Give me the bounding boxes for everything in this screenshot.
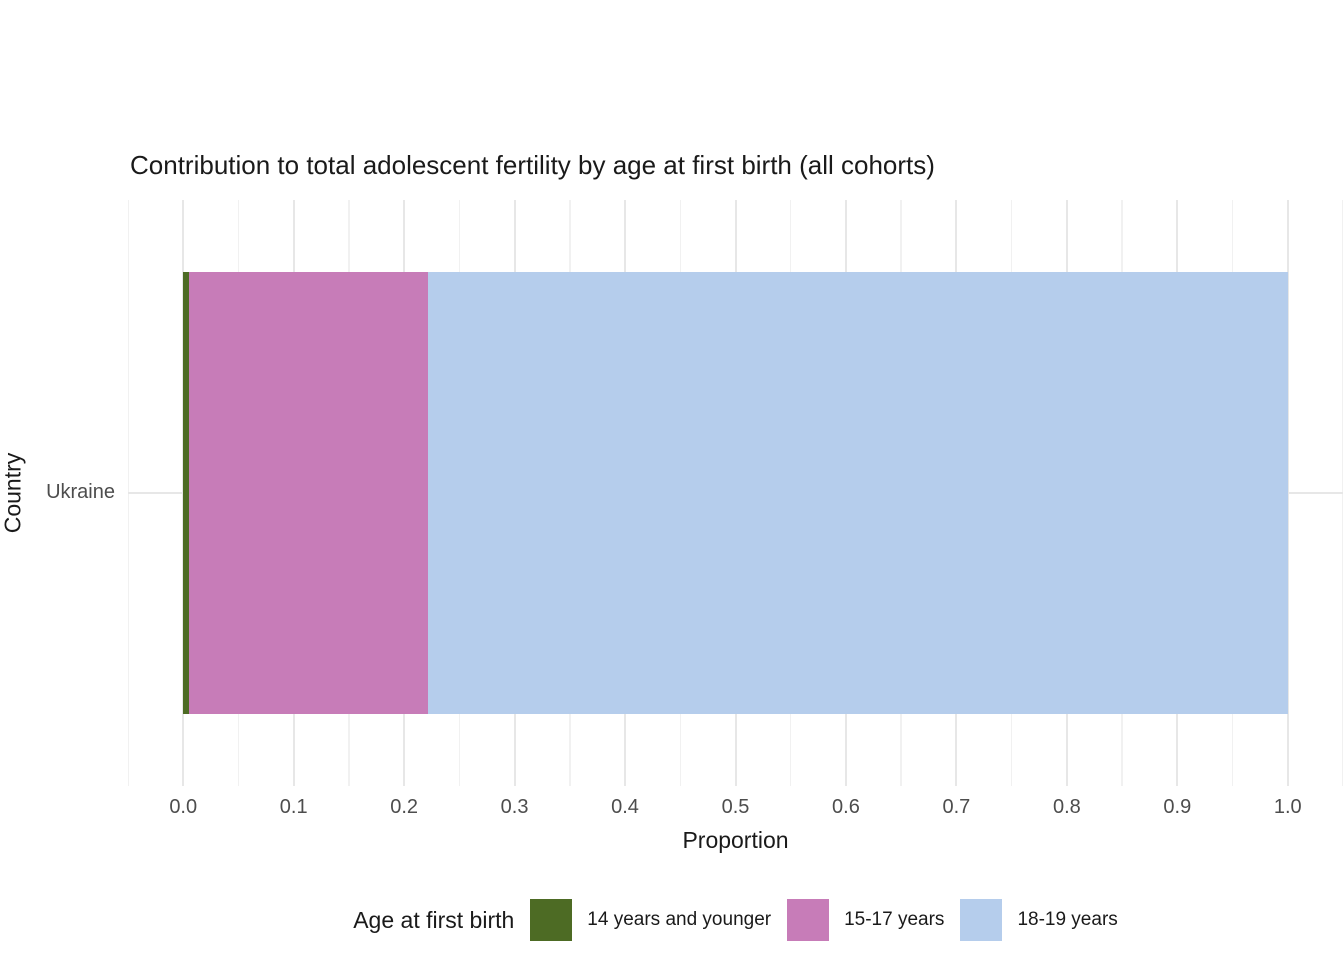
x-axis-title: Proportion	[682, 827, 789, 853]
legend-item-2: 15-17 years	[787, 899, 944, 941]
legend-item-3: 18-19 years	[960, 899, 1118, 941]
chart-title: Contribution to total adolescent fertili…	[130, 150, 935, 180]
bar-segment-1	[183, 272, 189, 714]
x-axis-tick-labels: 0.0 0.1 0.2 0.3 0.4 0.5 0.6 0.7 0.8 0.9 1.0	[128, 796, 1343, 820]
x-tick-label: 0.7	[942, 796, 971, 818]
y-axis-title: Country	[0, 452, 26, 534]
x-tick-label: 0.3	[500, 796, 529, 818]
x-tick-label: 1.0	[1273, 796, 1302, 818]
plot-panel	[128, 200, 1343, 786]
legend-label: 15-17 years	[844, 909, 945, 930]
y-tick-label-ukraine: Ukraine	[46, 481, 115, 503]
x-tick-label: 0.5	[721, 796, 750, 818]
bar-segment-2	[188, 272, 429, 714]
x-tick-label: 0.2	[390, 796, 419, 818]
legend-item-1: 14 years and younger	[530, 899, 771, 941]
x-tick-label: 0.6	[832, 796, 860, 818]
legend-swatch-icon	[530, 899, 573, 941]
legend-swatch-icon	[787, 899, 830, 941]
x-tick-label: 0.1	[279, 796, 308, 818]
legend-label: 18-19 years	[1017, 909, 1118, 930]
bar-segment-3	[428, 272, 1288, 714]
legend-title: Age at first birth	[353, 906, 515, 933]
legend-swatch-icon	[960, 899, 1003, 941]
legend: Age at first birth 14 years and younger 1…	[128, 899, 1343, 941]
x-tick-label: 0.8	[1052, 796, 1081, 818]
legend-label: 14 years and younger	[587, 909, 772, 930]
x-tick-label: 0.9	[1163, 796, 1192, 818]
x-tick-label: 0.0	[169, 796, 198, 818]
x-tick-label: 0.4	[611, 796, 639, 818]
